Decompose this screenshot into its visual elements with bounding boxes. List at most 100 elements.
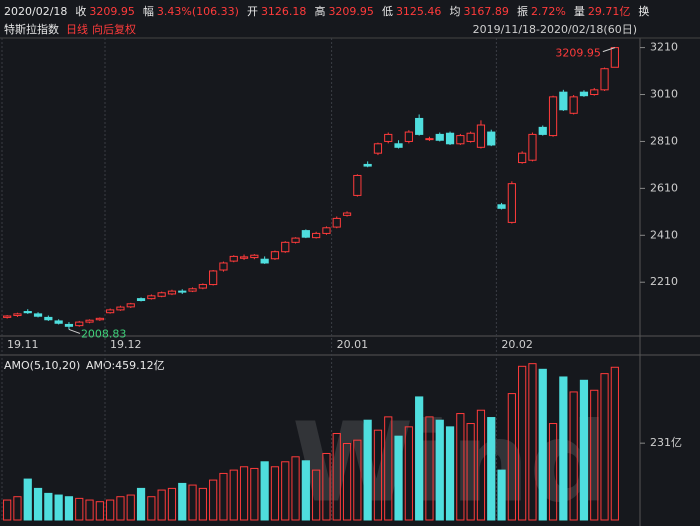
candle-body xyxy=(126,303,135,308)
candle-body xyxy=(518,152,527,164)
volume-bar xyxy=(497,469,506,521)
high-pointer xyxy=(602,47,616,53)
candle-body xyxy=(54,320,63,324)
candle-body xyxy=(209,270,218,286)
candle-body xyxy=(415,117,424,135)
candle-body xyxy=(157,292,166,297)
volume-bar xyxy=(219,472,228,521)
candle-body xyxy=(312,232,321,239)
candle-body xyxy=(579,91,589,97)
header-date: 2020/02/18 xyxy=(4,5,67,18)
volume-bar xyxy=(425,416,434,521)
header-value: 3126.18 xyxy=(261,5,307,18)
volume-bar xyxy=(476,409,486,521)
candle-body xyxy=(342,212,352,216)
high-label: 3209.95 xyxy=(555,47,601,60)
candle-body xyxy=(219,262,228,271)
candle-body xyxy=(188,288,197,292)
volume-bar xyxy=(239,466,249,521)
candle-body xyxy=(507,183,516,223)
candle-body xyxy=(95,317,104,321)
header-value: 3.43%(106.33) xyxy=(157,5,239,18)
y-tick-label: 3210 xyxy=(650,41,678,54)
volume-bar xyxy=(312,469,321,521)
volume-bar xyxy=(332,433,341,521)
candle-body xyxy=(384,133,393,142)
volume-bar xyxy=(445,426,455,521)
volume-bar xyxy=(178,482,187,521)
header-value: 3125.46 xyxy=(396,5,442,18)
candle-body xyxy=(13,313,22,317)
volume-bar xyxy=(157,489,166,521)
volume-bar xyxy=(33,487,43,521)
volume-bar xyxy=(590,389,599,521)
volume-bar xyxy=(64,496,74,521)
header-value: 3209.95 xyxy=(89,5,135,18)
candle-body xyxy=(64,323,74,327)
candle-body xyxy=(353,174,362,196)
volume-bar xyxy=(373,429,383,521)
volume-bar xyxy=(116,496,125,521)
header-value: 2.72% xyxy=(531,5,566,18)
header-label: 低 xyxy=(382,5,393,18)
candle-body xyxy=(394,143,403,148)
volume-bar xyxy=(579,379,589,521)
candle-body xyxy=(404,131,413,142)
candle-body xyxy=(281,241,290,253)
header-label: 幅 xyxy=(143,5,154,18)
candle-body xyxy=(106,309,115,314)
volume-bar xyxy=(44,492,53,521)
header-label: 开 xyxy=(247,5,258,18)
volume-bar xyxy=(54,494,63,521)
volume-bar xyxy=(363,419,372,521)
volume-bar xyxy=(301,460,310,521)
low-label: 2008.83 xyxy=(81,327,127,340)
volume-bar xyxy=(342,442,352,521)
volume-bar xyxy=(466,423,475,521)
candle-body xyxy=(270,251,280,260)
x-tick-label: 19.12 xyxy=(110,338,142,351)
volume-bar xyxy=(404,426,413,521)
candle-body xyxy=(332,217,341,228)
volume-bar xyxy=(487,417,496,521)
candle-body xyxy=(456,135,465,145)
header-label: 均 xyxy=(449,5,460,18)
y-tick-label: 2810 xyxy=(650,134,678,147)
volume-bar xyxy=(291,456,300,521)
volume-bar xyxy=(126,494,135,521)
candle-body xyxy=(44,316,53,321)
header-label: 量 xyxy=(574,5,585,18)
header-label: 高 xyxy=(314,4,325,18)
candle-body xyxy=(136,298,146,302)
volume-bar xyxy=(13,496,22,521)
x-tick-label: 20.02 xyxy=(501,338,533,351)
candle-body xyxy=(301,230,310,238)
candle-body xyxy=(33,313,43,317)
volume-bar xyxy=(188,484,197,521)
volume-bar xyxy=(548,423,558,521)
y-tick-label: 2410 xyxy=(650,228,678,241)
candle-body xyxy=(435,133,444,141)
volume-legend: AMO:459.12亿 xyxy=(86,359,165,372)
subtitle: 向后复权 xyxy=(92,22,136,36)
x-tick-label: 20.01 xyxy=(337,338,369,351)
candle-body xyxy=(487,131,496,146)
candle-body xyxy=(373,143,383,154)
volume-bar xyxy=(106,499,115,521)
candle-body xyxy=(322,227,331,234)
volume-bar xyxy=(250,467,259,521)
candle-body xyxy=(445,132,455,145)
candle-body xyxy=(569,96,578,114)
date-range: 2019/11/18-2020/02/18(60日) xyxy=(473,23,637,36)
volume-bar xyxy=(209,479,218,521)
header-value: 3209.95 xyxy=(328,5,374,18)
y-tick-label: 3010 xyxy=(650,88,678,101)
candle-body xyxy=(466,132,475,142)
candle-body xyxy=(23,311,32,314)
chart-title: 特斯拉指数 xyxy=(4,22,59,36)
candle-body xyxy=(178,290,187,293)
header-label: 收 xyxy=(75,4,86,18)
candle-body xyxy=(75,321,84,327)
